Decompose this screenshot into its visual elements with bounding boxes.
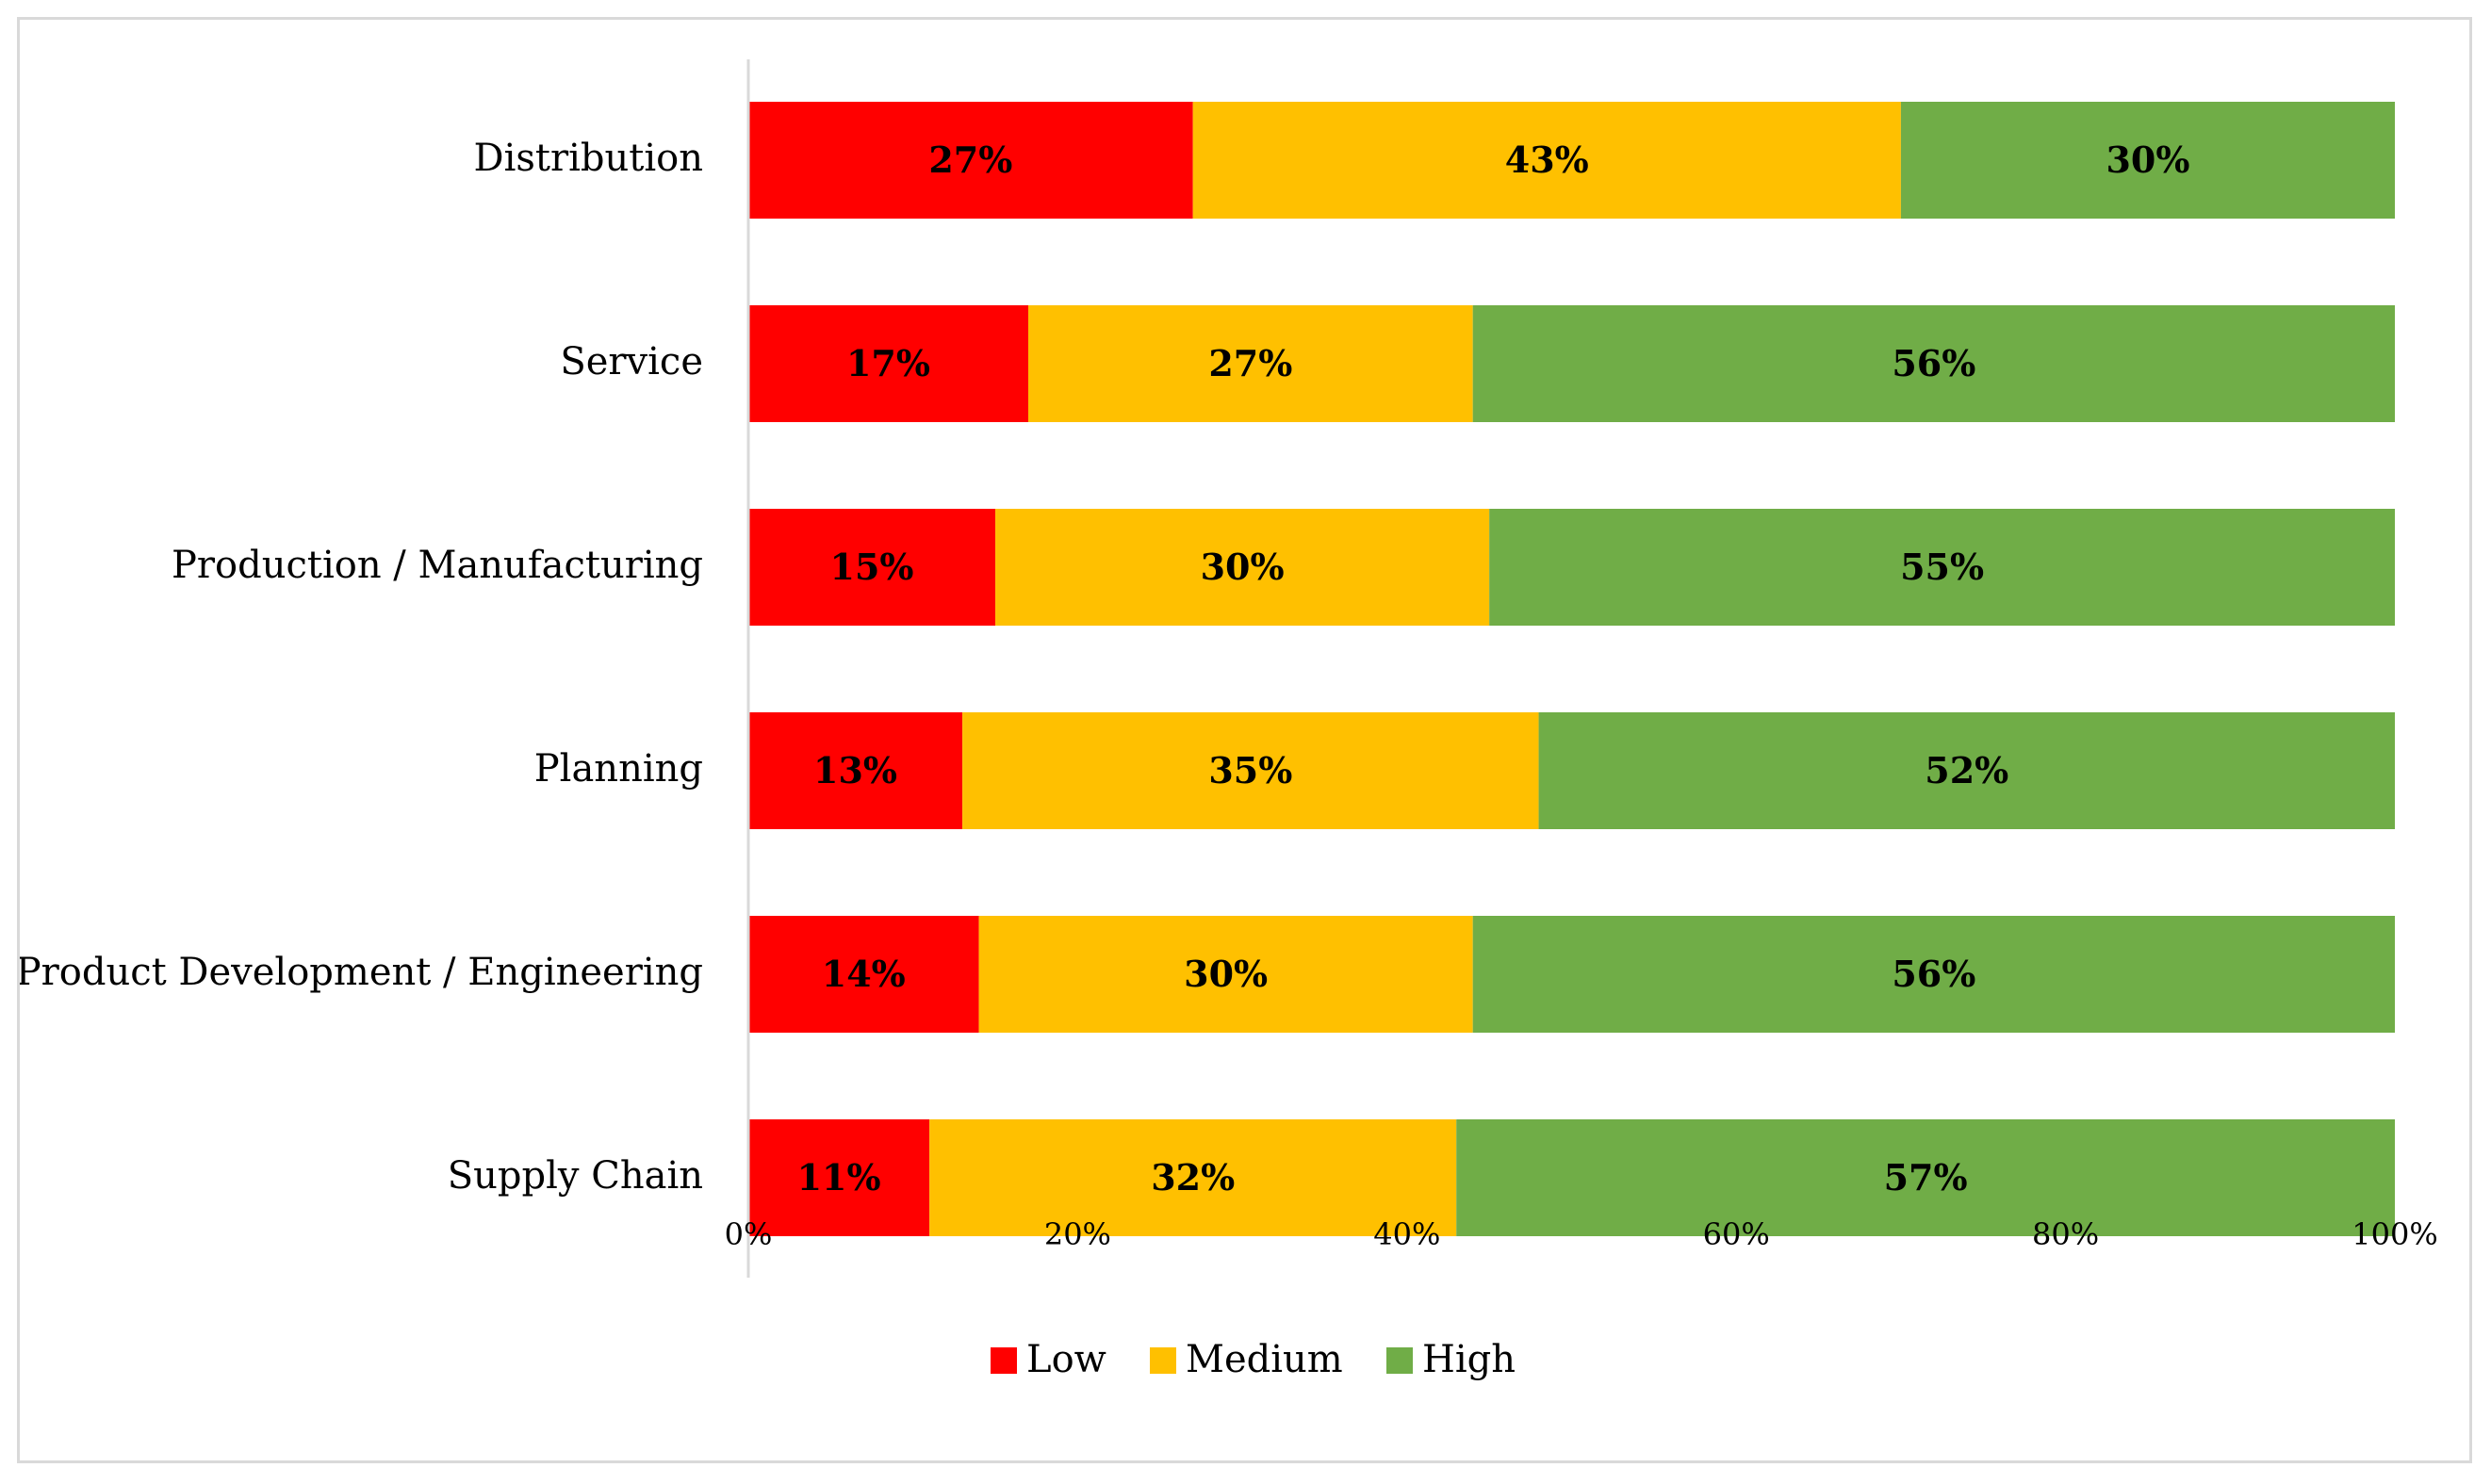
category-label-product-development-engineering: Product Development / Engineering bbox=[20, 951, 703, 994]
legend-label-high: High bbox=[1422, 1338, 1516, 1381]
category-labels: Distribution Service Production / Manufact… bbox=[20, 137, 703, 1198]
data-label-high-distribution: 30% bbox=[2106, 139, 2189, 181]
data-label-low-production-manufacturing: 15% bbox=[830, 546, 914, 588]
data-label-high-service: 56% bbox=[1892, 342, 1975, 384]
chart-frame: 27% 43% 30% 17% 27% 56% 15% 30% 55% 13% 35% 52% 14% 3… bbox=[17, 17, 2472, 1463]
legend-label-low: Low bbox=[1026, 1338, 1106, 1381]
bar-low-production-manufacturing bbox=[748, 509, 996, 626]
category-label-service: Service bbox=[560, 340, 703, 383]
x-tick-labels: 0% 20% 40% 60% 80% 100% bbox=[725, 1216, 2438, 1252]
category-label-distribution: Distribution bbox=[474, 137, 703, 180]
bar-low-distribution bbox=[748, 102, 1193, 219]
bar-low-product-development-engineering bbox=[748, 916, 979, 1033]
legend-label-medium: Medium bbox=[1186, 1338, 1343, 1381]
legend-swatch-medium bbox=[1150, 1347, 1176, 1374]
bar-high-product-development-engineering bbox=[1472, 916, 2395, 1033]
data-label-medium-supply-chain: 32% bbox=[1151, 1156, 1235, 1199]
legend-swatch-low bbox=[991, 1347, 1017, 1374]
data-label-medium-planning: 35% bbox=[1208, 749, 1292, 791]
x-tick-label-80pct: 80% bbox=[2032, 1216, 2099, 1252]
data-label-low-product-development-engineering: 14% bbox=[822, 953, 906, 995]
bar-medium-distribution bbox=[1192, 102, 1901, 219]
data-label-medium-service: 27% bbox=[1208, 342, 1292, 384]
data-label-low-planning: 13% bbox=[813, 749, 897, 791]
bar-low-supply-chain bbox=[748, 1119, 930, 1236]
data-label-medium-production-manufacturing: 30% bbox=[1201, 546, 1285, 588]
data-label-high-production-manufacturing: 55% bbox=[1900, 546, 1984, 588]
bar-low-planning bbox=[748, 712, 963, 829]
category-label-supply-chain: Supply Chain bbox=[448, 1154, 703, 1198]
x-tick-label-0pct: 0% bbox=[725, 1216, 773, 1252]
bar-medium-supply-chain bbox=[929, 1119, 1457, 1236]
bar-high-supply-chain bbox=[1456, 1119, 2395, 1236]
bar-medium-production-manufacturing bbox=[995, 509, 1490, 626]
bar-medium-product-development-engineering bbox=[978, 916, 1473, 1033]
category-label-planning: Planning bbox=[534, 747, 703, 791]
data-label-high-planning: 52% bbox=[1925, 749, 2008, 791]
category-label-production-manufacturing: Production / Manufacturing bbox=[172, 544, 703, 587]
bar-medium-service bbox=[1027, 305, 1473, 422]
bar-high-service bbox=[1472, 305, 2395, 422]
data-label-medium-product-development-engineering: 30% bbox=[1184, 953, 1268, 995]
x-tick-label-60pct: 60% bbox=[1703, 1216, 1770, 1252]
data-label-low-distribution: 27% bbox=[928, 139, 1012, 181]
bar-high-production-manufacturing bbox=[1489, 509, 2395, 626]
bar-medium-planning bbox=[962, 712, 1539, 829]
legend: Low Medium High bbox=[991, 1338, 1516, 1381]
bar-high-distribution bbox=[1900, 102, 2395, 219]
data-label-medium-distribution: 43% bbox=[1505, 139, 1589, 181]
bar-high-planning bbox=[1538, 712, 2395, 829]
bars-layer: 27% 43% 30% 17% 27% 56% 15% 30% 55% 13% 35% 52% 14% 3… bbox=[748, 102, 2395, 1236]
data-label-low-supply-chain: 11% bbox=[797, 1156, 881, 1199]
x-tick-label-40pct: 40% bbox=[1373, 1216, 1440, 1252]
x-tick-label-100pct: 100% bbox=[2352, 1216, 2437, 1252]
legend-swatch-high bbox=[1386, 1347, 1413, 1374]
stacked-bar-chart: 27% 43% 30% 17% 27% 56% 15% 30% 55% 13% 35% 52% 14% 3… bbox=[20, 59, 2438, 1381]
data-label-high-supply-chain: 57% bbox=[1884, 1156, 1968, 1199]
data-label-high-product-development-engineering: 56% bbox=[1892, 953, 1975, 995]
x-tick-label-20pct: 20% bbox=[1044, 1216, 1111, 1252]
data-label-low-service: 17% bbox=[846, 342, 930, 384]
bar-low-service bbox=[748, 305, 1028, 422]
